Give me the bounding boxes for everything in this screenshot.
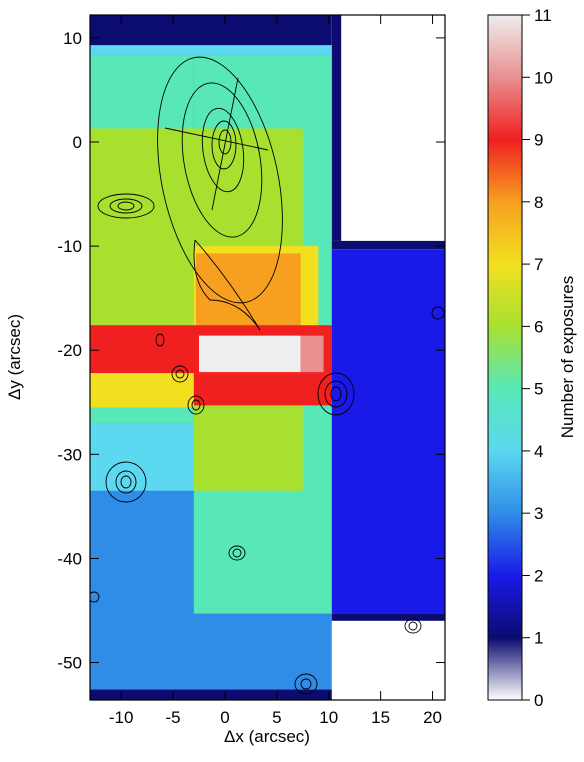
x-tick-label: 20 [423, 708, 442, 727]
colorbar-tick-label: 4 [534, 442, 543, 461]
x-tick-label: 15 [371, 708, 390, 727]
exposure-region [331, 15, 445, 241]
colorbar-tick-label: 2 [534, 566, 543, 585]
exposure-region [193, 373, 332, 406]
x-tick-label: -5 [165, 708, 180, 727]
exposure-region [331, 620, 445, 700]
colorbar-tick-label: 1 [534, 629, 543, 648]
colorbar-tick-label: 9 [534, 131, 543, 150]
x-tick-label: 5 [272, 708, 281, 727]
colorbar-tick-label: 5 [534, 380, 543, 399]
x-tick-label: 10 [319, 708, 338, 727]
exposure-region [331, 15, 342, 241]
contours [90, 56, 445, 695]
x-axis-label: Δx (arcsec) [224, 727, 310, 746]
colorbar-tick-label: 6 [534, 317, 543, 336]
y-tick-label: 0 [73, 133, 82, 152]
exposure-region [90, 45, 332, 56]
exposure-region [90, 423, 194, 491]
exposure-region [300, 335, 324, 373]
colorbar-tick-label: 8 [534, 193, 543, 212]
y-tick-label: -20 [57, 341, 82, 360]
exposure-region [195, 253, 301, 328]
colorbar-tick-label: 3 [534, 504, 543, 523]
colorbar-tick-label: 10 [534, 68, 553, 87]
y-tick-label: -10 [57, 237, 82, 256]
exposure-region [331, 613, 445, 621]
colorbar-tick-label: 11 [534, 6, 552, 25]
y-tick-label: -30 [57, 445, 82, 464]
colorbar [487, 14, 523, 701]
exposure-region [90, 373, 194, 408]
exposure-region [90, 689, 332, 700]
colorbar-label: Number of exposures [558, 276, 577, 439]
y-axis-label: Δy (arcsec) [5, 314, 24, 400]
colorbar-tick-label: 7 [534, 255, 543, 274]
exposure-region [90, 407, 194, 416]
colorbar-tick-label: 0 [534, 691, 543, 710]
y-tick-label: -40 [57, 549, 82, 568]
exposure-region [331, 240, 445, 250]
exposure-region [90, 15, 332, 46]
x-tick-label: -10 [109, 708, 134, 727]
exposure-region [193, 412, 303, 491]
x-tick-label: 0 [220, 708, 229, 727]
plot-frame [89, 14, 446, 701]
y-tick-label: -50 [57, 654, 82, 673]
exposure-region [198, 335, 301, 373]
exposure-region [331, 249, 445, 614]
exposure-map [90, 15, 445, 700]
y-tick-label: 10 [63, 29, 82, 48]
